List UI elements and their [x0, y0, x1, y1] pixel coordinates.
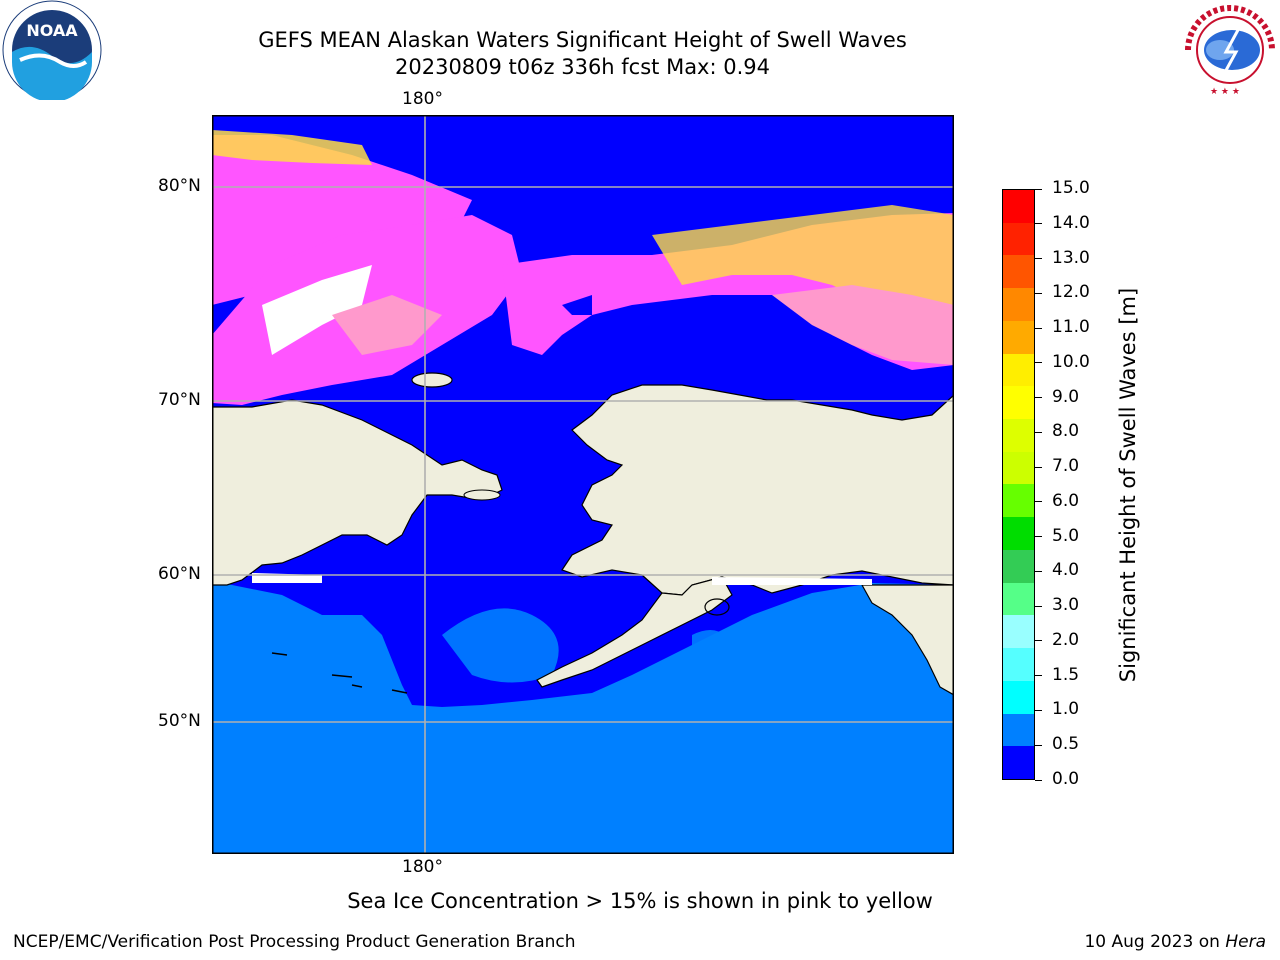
- land-southeast-alaska: [860, 584, 955, 697]
- colorbar-segment: [1003, 222, 1034, 256]
- colorbar-segment: [1003, 746, 1034, 779]
- colorbar-tick-label: 8.0: [1052, 421, 1080, 442]
- colorbar-tick-label: 10.0: [1052, 351, 1090, 372]
- colorbar-tick-mark: [1035, 327, 1042, 329]
- colorbar-tick-mark: [1035, 397, 1042, 399]
- colorbar-tick-label: 12.0: [1052, 282, 1090, 303]
- colorbar-tick-mark: [1035, 779, 1042, 781]
- colorbar-segment: [1003, 386, 1034, 420]
- land-wrangel-island: [411, 372, 453, 388]
- colorbar-segment: [1003, 419, 1034, 452]
- colorbar-tick-label: 3.0: [1052, 595, 1080, 616]
- colorbar-tick-mark: [1035, 536, 1042, 538]
- colorbar-segment: [1003, 648, 1034, 681]
- colorbar-tick-mark: [1035, 362, 1042, 364]
- colorbar-segment: [1003, 517, 1034, 550]
- footer-date: 10 Aug 2023 on Hera: [1084, 932, 1266, 952]
- colorbar-tick-label: 2.0: [1052, 629, 1080, 650]
- map-frame: [212, 115, 954, 854]
- noaa-logo: NOAA: [2, 0, 102, 102]
- colorbar-tick-label: 7.0: [1052, 456, 1080, 477]
- colorbar-tick-label: 0.0: [1052, 769, 1080, 789]
- lon-label-top: 180°: [402, 89, 443, 109]
- footer-date-text: 10 Aug 2023 on: [1084, 932, 1226, 952]
- colorbar-segment: [1003, 549, 1034, 583]
- colorbar-segment: [1003, 451, 1034, 485]
- lat-label-50n: 50°N: [158, 711, 201, 731]
- svg-text:★ ★ ★: ★ ★ ★: [1210, 87, 1240, 97]
- colorbar-segment: [1003, 190, 1034, 223]
- colorbar-segment: [1003, 484, 1034, 518]
- colorbar-tick-label: 1.5: [1052, 664, 1080, 685]
- sea-ice-note: Sea Ice Concentration > 15% is shown in …: [347, 889, 933, 913]
- sea-ice-west: [212, 135, 472, 305]
- colorbar-tick-label: 9.0: [1052, 386, 1080, 407]
- gridlines: [212, 115, 954, 854]
- lat-label-60n: 60°N: [158, 564, 201, 584]
- colorbar-tick-label: 14.0: [1052, 212, 1090, 233]
- colorbar-segment: [1003, 320, 1034, 354]
- colorbar-tick-label: 13.0: [1052, 247, 1090, 268]
- colorbar-tick-mark: [1035, 675, 1042, 677]
- colorbar-segment: [1003, 255, 1034, 289]
- colorbar-tick-label: 0.5: [1052, 734, 1080, 755]
- colorbar-label: Significant Height of Swell Waves [m]: [1116, 287, 1140, 683]
- land-alaska: [561, 384, 955, 596]
- land-siberia: [211, 399, 503, 586]
- colorbar-tick-label: 4.0: [1052, 560, 1080, 581]
- colorbar-tick-mark: [1035, 466, 1042, 468]
- map-svg: [211, 115, 955, 854]
- colorbar-segment: [1003, 582, 1034, 616]
- colorbar-tick-mark: [1035, 501, 1042, 503]
- figure-title: GEFS MEAN Alaskan Waters Significant Hei…: [258, 28, 907, 52]
- colorbar-tick-mark: [1035, 431, 1042, 433]
- lat-label-80n: 80°N: [158, 176, 201, 196]
- colorbar-tick-mark: [1035, 188, 1042, 190]
- noaa-logo-text: NOAA: [26, 21, 78, 40]
- figure-subtitle: 20230809 t06z 336h fcst Max: 0.94: [395, 55, 770, 79]
- colorbar-tick-mark: [1035, 744, 1042, 746]
- colorbar-segment: [1003, 680, 1034, 714]
- colorbar-segment: [1003, 288, 1034, 321]
- colorbar-tick-mark: [1035, 640, 1042, 642]
- colorbar-tick-label: 5.0: [1052, 525, 1080, 546]
- colorbar: [1002, 189, 1035, 780]
- footer-machine: Hera: [1225, 932, 1266, 952]
- colorbar-tick-mark: [1035, 709, 1042, 711]
- national-weather-service-logo: ★ ★ ★: [1180, 0, 1280, 100]
- lon-label-bottom: 180°: [402, 857, 443, 877]
- colorbar-tick-mark: [1035, 605, 1042, 607]
- colorbar-tick-label: 11.0: [1052, 317, 1090, 338]
- colorbar-tick-label: 6.0: [1052, 490, 1080, 511]
- colorbar-segment: [1003, 615, 1034, 649]
- colorbar-tick-mark: [1035, 292, 1042, 294]
- land-st-lawrence-island: [463, 489, 501, 501]
- colorbar-tick-mark: [1035, 570, 1042, 572]
- map-panel: [211, 115, 955, 854]
- footer-credit: NCEP/EMC/Verification Post Processing Pr…: [13, 932, 576, 952]
- lat-label-70n: 70°N: [158, 390, 201, 410]
- colorbar-tick-label: 1.0: [1052, 699, 1080, 720]
- colorbar-tick-mark: [1035, 223, 1042, 225]
- colorbar-segment: [1003, 713, 1034, 747]
- colorbar-tick-label: 15.0: [1052, 178, 1090, 198]
- colorbar-tick-mark: [1035, 258, 1042, 260]
- colorbar-segment: [1003, 353, 1034, 387]
